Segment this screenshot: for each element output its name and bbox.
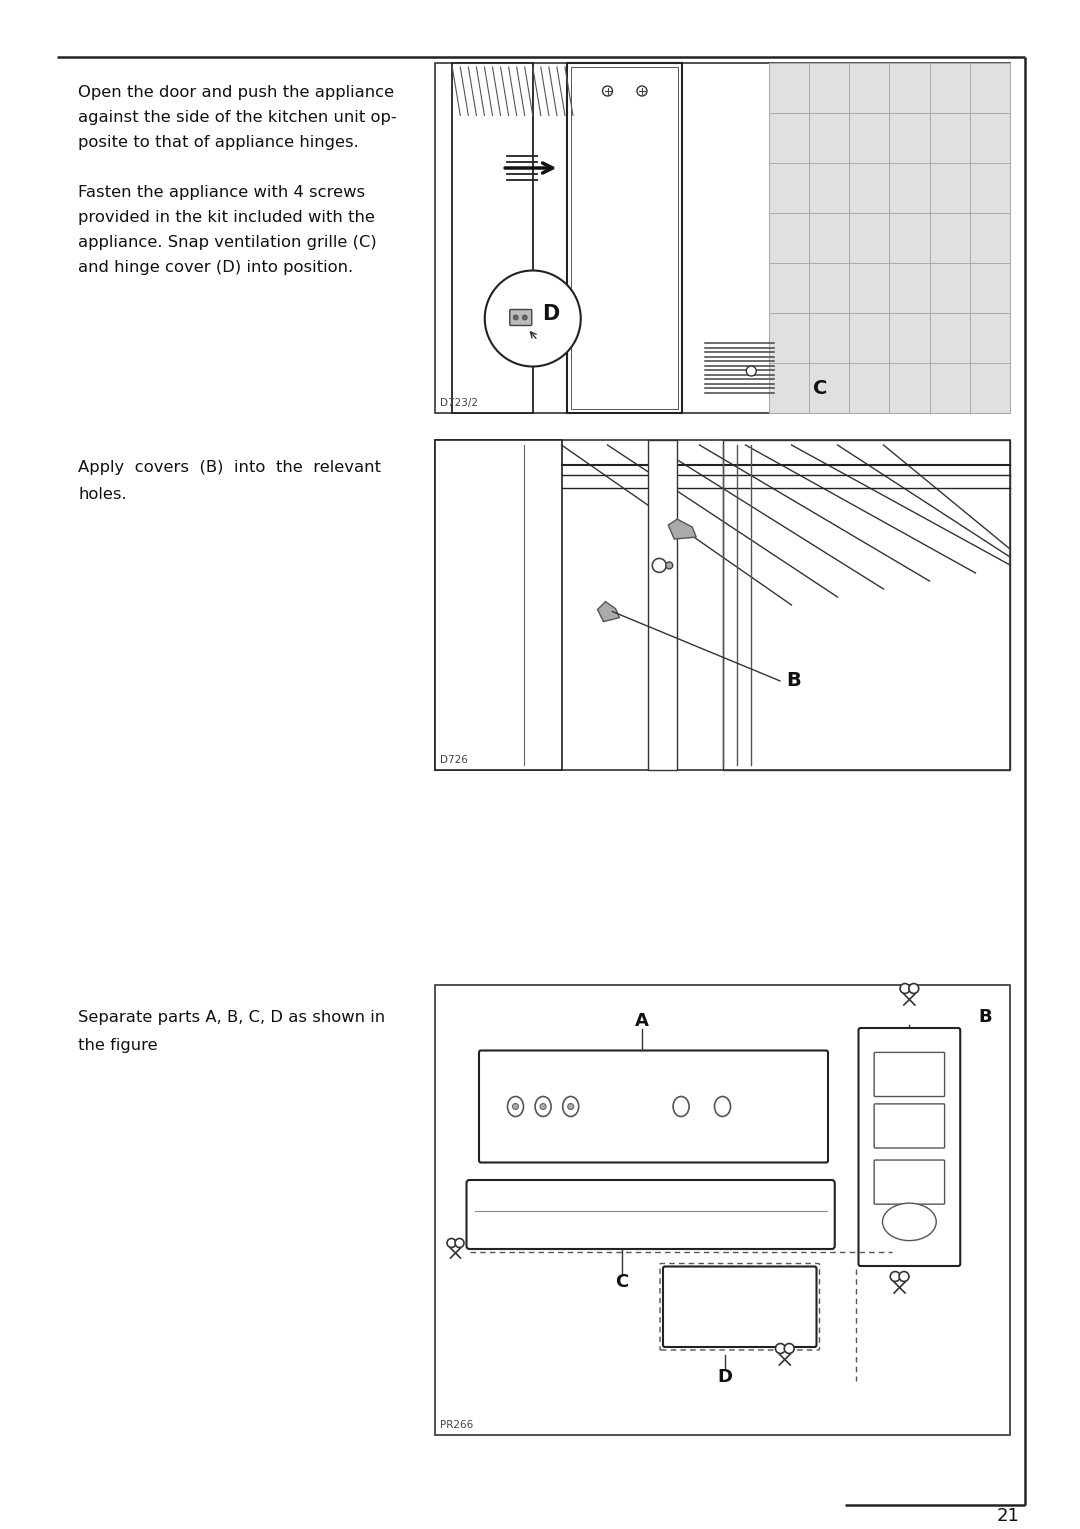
Polygon shape bbox=[669, 520, 697, 540]
Text: Fasten the appliance with 4 screws: Fasten the appliance with 4 screws bbox=[78, 185, 365, 200]
Circle shape bbox=[652, 558, 666, 572]
Text: posite to that of appliance hinges.: posite to that of appliance hinges. bbox=[78, 135, 359, 150]
Circle shape bbox=[909, 983, 919, 994]
Text: appliance. Snap ventilation grille (C): appliance. Snap ventilation grille (C) bbox=[78, 235, 377, 251]
Text: C: C bbox=[813, 379, 827, 398]
Bar bbox=[648, 440, 676, 771]
Bar bbox=[435, 985, 1010, 1436]
Bar bbox=[769, 63, 1010, 413]
Text: 21: 21 bbox=[997, 1508, 1020, 1524]
Circle shape bbox=[637, 86, 647, 96]
Circle shape bbox=[485, 271, 581, 367]
Text: Apply  covers  (B)  into  the  relevant: Apply covers (B) into the relevant bbox=[78, 460, 381, 476]
Circle shape bbox=[447, 1238, 456, 1248]
Circle shape bbox=[603, 86, 612, 96]
Text: against the side of the kitchen unit op-: against the side of the kitchen unit op- bbox=[78, 110, 396, 125]
Text: the figure: the figure bbox=[78, 1038, 158, 1053]
Polygon shape bbox=[597, 601, 620, 622]
Circle shape bbox=[899, 1272, 909, 1281]
Circle shape bbox=[513, 315, 518, 320]
FancyBboxPatch shape bbox=[467, 1180, 835, 1249]
Circle shape bbox=[513, 1104, 518, 1110]
Text: B: B bbox=[786, 671, 800, 691]
Text: A: A bbox=[635, 1012, 649, 1031]
Circle shape bbox=[665, 561, 673, 569]
Text: D726: D726 bbox=[440, 755, 468, 764]
FancyBboxPatch shape bbox=[874, 1161, 945, 1205]
Bar bbox=[435, 63, 1010, 413]
Ellipse shape bbox=[715, 1096, 730, 1116]
Circle shape bbox=[523, 315, 527, 320]
Text: C: C bbox=[615, 1274, 629, 1290]
Bar bbox=[571, 67, 678, 408]
FancyBboxPatch shape bbox=[859, 1027, 960, 1266]
Circle shape bbox=[455, 1238, 464, 1248]
Bar bbox=[453, 63, 532, 413]
Ellipse shape bbox=[535, 1096, 551, 1116]
Circle shape bbox=[775, 1344, 785, 1353]
Bar bbox=[435, 440, 1010, 771]
Circle shape bbox=[540, 1104, 546, 1110]
Ellipse shape bbox=[882, 1203, 936, 1240]
Text: PR266: PR266 bbox=[440, 1420, 473, 1430]
Text: provided in the kit included with the: provided in the kit included with the bbox=[78, 209, 375, 225]
Ellipse shape bbox=[673, 1096, 689, 1116]
Text: Separate parts A, B, C, D as shown in: Separate parts A, B, C, D as shown in bbox=[78, 1011, 386, 1024]
FancyBboxPatch shape bbox=[874, 1052, 945, 1096]
Text: D: D bbox=[717, 1367, 732, 1385]
Text: and hinge cover (D) into position.: and hinge cover (D) into position. bbox=[78, 260, 353, 275]
Circle shape bbox=[890, 1272, 900, 1281]
Text: B: B bbox=[978, 1008, 991, 1026]
FancyBboxPatch shape bbox=[874, 1104, 945, 1148]
Bar bbox=[723, 440, 1010, 771]
FancyBboxPatch shape bbox=[510, 309, 531, 326]
Bar bbox=[435, 440, 562, 771]
Circle shape bbox=[784, 1344, 794, 1353]
Text: D: D bbox=[542, 303, 559, 324]
Text: holes.: holes. bbox=[78, 488, 126, 502]
FancyBboxPatch shape bbox=[663, 1266, 816, 1347]
Circle shape bbox=[746, 365, 756, 376]
Ellipse shape bbox=[508, 1096, 524, 1116]
Bar bbox=[567, 63, 683, 413]
Circle shape bbox=[900, 983, 910, 994]
FancyBboxPatch shape bbox=[480, 1050, 828, 1162]
Text: D723/2: D723/2 bbox=[440, 398, 478, 408]
Circle shape bbox=[568, 1104, 573, 1110]
Ellipse shape bbox=[563, 1096, 579, 1116]
Text: Open the door and push the appliance: Open the door and push the appliance bbox=[78, 86, 394, 99]
